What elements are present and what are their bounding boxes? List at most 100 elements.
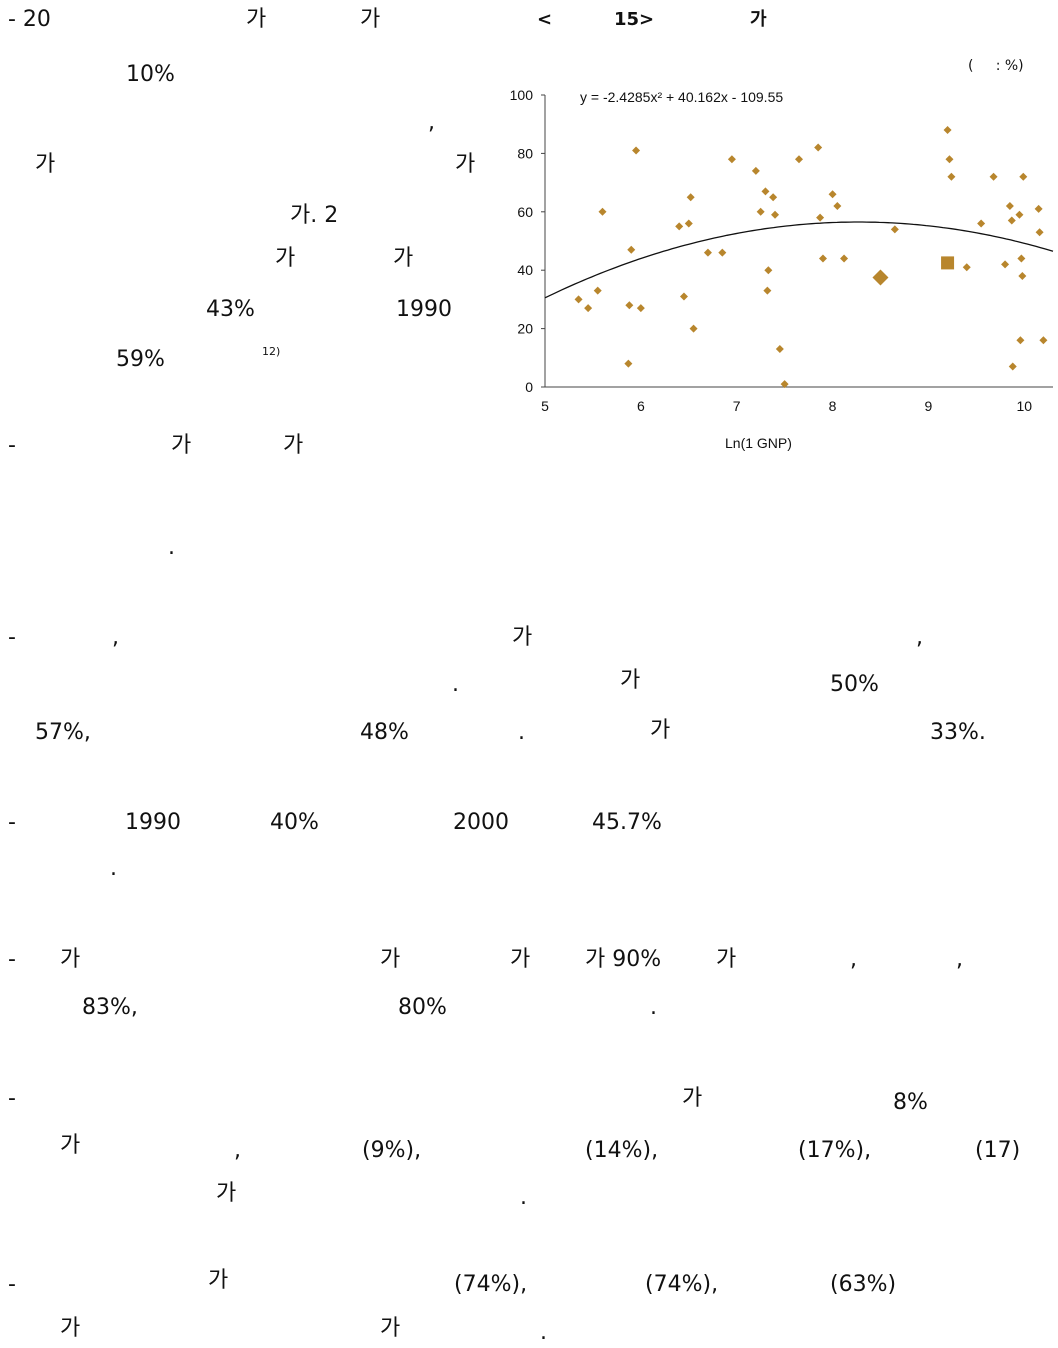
p4-ga: 가 xyxy=(716,947,737,972)
p4-dash: - xyxy=(8,947,16,972)
x-tick-label: 10 xyxy=(1016,398,1032,414)
p2-comma: , xyxy=(916,625,923,650)
data-points xyxy=(574,126,1048,389)
figure-caption-number: 15> xyxy=(614,9,655,30)
y-tick-label: 40 xyxy=(517,262,533,278)
p2-ga: 가 xyxy=(650,718,671,743)
line4-ga: 가 xyxy=(35,152,56,177)
p3-percent: 40% xyxy=(270,810,319,835)
x-tick-label: 7 xyxy=(733,398,741,414)
p6-ga: 가 xyxy=(380,1316,401,1341)
data-point xyxy=(1008,362,1017,371)
p4-ga: 가 xyxy=(380,947,401,972)
p5-value: (17) xyxy=(975,1138,1021,1163)
p6-ga: 가 xyxy=(208,1268,229,1293)
highlight-square-point xyxy=(941,256,955,270)
data-point xyxy=(627,245,636,254)
unit-label: ( : %) xyxy=(968,58,1024,74)
p2-dash: - xyxy=(8,625,16,650)
data-point xyxy=(989,172,998,181)
p4-ga: 가 xyxy=(60,947,81,972)
p3-dash: - xyxy=(8,810,16,835)
p2-comma: , xyxy=(112,625,119,650)
p5-ga: 가 xyxy=(216,1181,237,1206)
x-tick-label: 5 xyxy=(541,398,549,414)
y-tick-label: 100 xyxy=(510,87,534,103)
y-tick-label: 60 xyxy=(517,204,533,220)
data-point xyxy=(947,172,956,181)
p5-comma: , xyxy=(234,1138,241,1163)
data-point xyxy=(1018,272,1027,281)
p6-value: (74%), xyxy=(454,1272,528,1297)
p2-ga: 가 xyxy=(512,625,533,650)
data-point xyxy=(761,187,770,196)
highlight-diamond-point xyxy=(872,269,889,286)
x-axis-label: Ln(1 GNP) xyxy=(725,435,792,451)
p5-ga: 가 xyxy=(60,1133,81,1158)
data-point xyxy=(689,324,698,333)
p4-percent: 83%, xyxy=(82,995,138,1020)
p4-percent: 80% xyxy=(398,995,447,1020)
p5-percent: 8% xyxy=(893,1090,928,1115)
y-tick-label: 80 xyxy=(517,145,533,161)
p3-period: . xyxy=(110,856,117,881)
data-point xyxy=(816,213,825,222)
line6-ga: 가 xyxy=(275,246,296,271)
data-point xyxy=(1015,210,1024,219)
p4-ga: 가 xyxy=(510,947,531,972)
p6-period: . xyxy=(540,1320,547,1345)
data-point xyxy=(632,146,641,155)
p3-year: 1990 xyxy=(125,810,181,835)
data-point xyxy=(763,286,772,295)
line1-ga: 가 xyxy=(246,7,267,32)
data-point xyxy=(1039,336,1048,345)
p5-value: (9%), xyxy=(362,1138,422,1163)
p2-percent: 33%. xyxy=(930,720,986,745)
data-point xyxy=(625,301,634,310)
figure-caption-bracket: < xyxy=(537,9,553,30)
scatter-chart: 0 20 40 60 80 100 5 6 7 8 9 10 y = -2.4285x² + 40.… xyxy=(510,87,1054,451)
line8-percent: 59% xyxy=(116,347,165,372)
data-point xyxy=(686,193,695,202)
data-point xyxy=(945,155,954,164)
data-point xyxy=(1019,172,1028,181)
p2-percent: 50% xyxy=(830,672,879,697)
line2-percent: 10% xyxy=(126,62,175,87)
p1-ga: 가 xyxy=(283,433,304,458)
data-point xyxy=(769,193,778,202)
p2-period: . xyxy=(518,720,525,745)
line5-text: 가. 2 xyxy=(290,203,339,228)
line1-ga: 가 xyxy=(360,7,381,32)
data-point xyxy=(795,155,803,164)
p6-ga: 가 xyxy=(60,1316,81,1341)
p6-value: (63%) xyxy=(830,1272,897,1297)
data-point xyxy=(751,166,760,175)
p1-ga: 가 xyxy=(171,433,192,458)
data-point xyxy=(775,345,784,354)
data-point xyxy=(833,201,842,210)
p5-period: . xyxy=(520,1185,527,1210)
p2-period: . xyxy=(452,672,459,697)
x-tick-labels: 5 6 7 8 9 10 xyxy=(541,398,1032,414)
line3-comma: , xyxy=(428,110,435,135)
data-point xyxy=(828,190,837,199)
data-point xyxy=(814,143,823,152)
p5-value: (17%), xyxy=(798,1138,872,1163)
p4-comma: , xyxy=(850,947,857,972)
data-point xyxy=(840,254,849,263)
p5-dash: - xyxy=(8,1086,16,1111)
trendline xyxy=(544,221,1054,299)
p2-percent: 48% xyxy=(360,720,409,745)
data-point xyxy=(718,248,727,257)
data-point xyxy=(679,292,688,301)
data-point xyxy=(636,304,645,313)
y-tick-labels: 0 20 40 60 80 100 xyxy=(510,87,545,395)
data-point xyxy=(574,295,583,304)
data-point xyxy=(1035,228,1044,237)
data-point xyxy=(703,248,712,257)
data-point xyxy=(962,263,971,272)
data-point xyxy=(584,304,593,313)
x-tick-label: 6 xyxy=(637,398,645,414)
data-point xyxy=(764,266,773,275)
data-point xyxy=(780,380,789,389)
